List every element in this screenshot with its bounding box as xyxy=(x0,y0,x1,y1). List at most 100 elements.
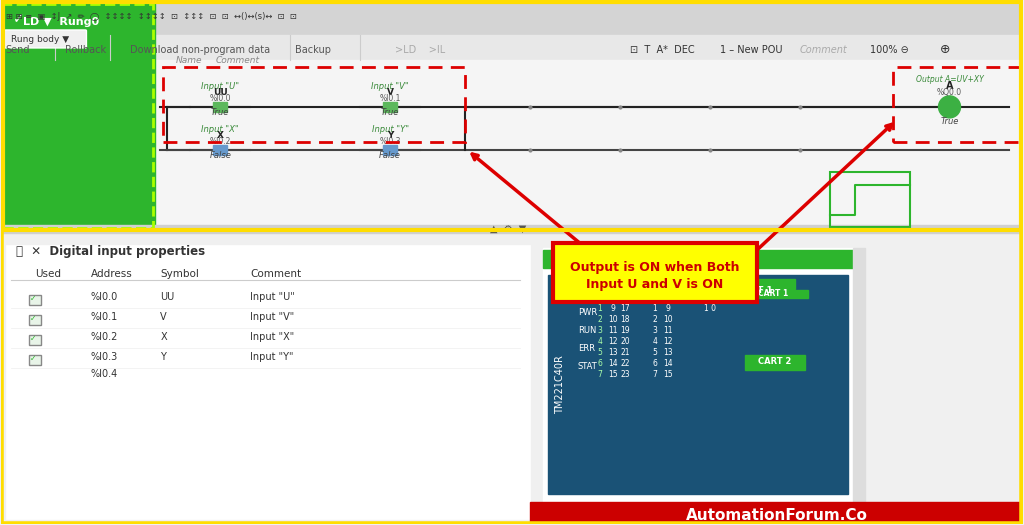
Text: 100% ⊖: 100% ⊖ xyxy=(869,45,908,55)
Text: Download non-program data: Download non-program data xyxy=(130,45,270,55)
Bar xyxy=(29,334,41,344)
Text: 0 0: 0 0 xyxy=(703,292,716,302)
Text: A: A xyxy=(946,81,953,91)
Bar xyxy=(1,225,1023,233)
Text: ▲  ⚙  ▼: ▲ ⚙ ▼ xyxy=(490,224,526,234)
Text: ✓: ✓ xyxy=(30,333,36,343)
Text: 1 – New POU: 1 – New POU xyxy=(720,45,782,55)
Text: 2: 2 xyxy=(652,314,657,323)
Text: 18: 18 xyxy=(621,314,630,323)
Text: %I0.2: %I0.2 xyxy=(90,332,118,342)
Text: False: False xyxy=(379,151,401,160)
Text: 3: 3 xyxy=(597,326,602,334)
Text: %I0.0: %I0.0 xyxy=(90,292,118,302)
Text: Rollback: Rollback xyxy=(66,45,106,55)
Text: UU: UU xyxy=(161,292,175,302)
Text: OUT: OUT xyxy=(657,286,679,295)
Text: Input "X": Input "X" xyxy=(202,125,240,134)
Text: 9: 9 xyxy=(666,303,671,313)
Bar xyxy=(213,102,227,112)
Bar xyxy=(383,102,397,112)
Text: 12: 12 xyxy=(608,337,617,345)
Bar xyxy=(29,354,41,364)
Text: 20: 20 xyxy=(621,337,630,345)
Circle shape xyxy=(939,96,961,118)
Bar xyxy=(1,230,1023,524)
Text: 14: 14 xyxy=(663,359,673,368)
Text: 7: 7 xyxy=(652,370,657,379)
Text: V: V xyxy=(161,312,167,322)
Text: Comment: Comment xyxy=(215,56,259,65)
Bar xyxy=(543,250,853,268)
Text: CART 1: CART 1 xyxy=(737,286,773,295)
Text: 🔒  ✕  Digital input properties: 🔒 ✕ Digital input properties xyxy=(15,245,205,258)
Text: V: V xyxy=(387,88,393,97)
Text: 5: 5 xyxy=(652,348,657,356)
Text: 6: 6 xyxy=(652,359,657,368)
Bar xyxy=(1,60,1023,230)
Text: TM221C40R: TM221C40R xyxy=(555,355,565,414)
Text: X: X xyxy=(217,131,224,140)
Text: ✓: ✓ xyxy=(30,293,36,303)
Text: 1: 1 xyxy=(598,303,602,313)
Text: 1 0: 1 0 xyxy=(703,303,716,313)
Text: UU: UU xyxy=(213,88,227,97)
Text: 4: 4 xyxy=(597,337,602,345)
Text: PWR: PWR xyxy=(578,308,597,317)
Text: True: True xyxy=(211,108,229,117)
Text: 2: 2 xyxy=(598,314,602,323)
Text: True: True xyxy=(940,117,958,126)
Text: ⊕: ⊕ xyxy=(940,43,950,56)
Text: Input "U": Input "U" xyxy=(250,292,295,302)
Text: 12: 12 xyxy=(664,337,673,345)
Text: AutomationForum.Co: AutomationForum.Co xyxy=(686,508,867,523)
Bar xyxy=(548,275,848,495)
Text: %I0.4: %I0.4 xyxy=(90,369,118,379)
Text: Input U and V is ON: Input U and V is ON xyxy=(586,278,724,291)
Text: Input "X": Input "X" xyxy=(250,332,295,342)
Text: X: X xyxy=(161,332,167,342)
Bar xyxy=(2,4,154,228)
Text: ✓: ✓ xyxy=(12,12,25,26)
Text: 1: 1 xyxy=(652,303,657,313)
Text: 0: 0 xyxy=(652,292,657,302)
Text: 15: 15 xyxy=(608,370,617,379)
Text: RUN: RUN xyxy=(578,326,596,334)
Bar xyxy=(164,67,465,142)
Text: 8: 8 xyxy=(666,292,670,302)
Text: 15: 15 xyxy=(663,370,673,379)
Bar xyxy=(737,290,808,298)
Bar xyxy=(1,0,1023,35)
Text: ✓: ✓ xyxy=(30,354,36,363)
Bar xyxy=(829,172,909,227)
Text: ANA: ANA xyxy=(703,286,726,295)
Text: IN: IN xyxy=(606,286,617,295)
Bar xyxy=(853,248,864,502)
Text: Address: Address xyxy=(90,269,132,279)
Bar xyxy=(2,2,1022,230)
Bar xyxy=(739,279,795,289)
Text: >LD    >IL: >LD >IL xyxy=(395,45,445,55)
Text: Input "Y": Input "Y" xyxy=(250,352,294,362)
Bar xyxy=(530,502,1023,524)
Text: 5: 5 xyxy=(597,348,602,356)
Text: 10: 10 xyxy=(608,314,617,323)
Text: %I0.1: %I0.1 xyxy=(380,94,400,103)
Text: ERR: ERR xyxy=(578,344,595,353)
Text: STAT: STAT xyxy=(578,362,598,371)
Text: 11: 11 xyxy=(664,326,673,334)
Bar xyxy=(5,245,530,519)
Bar xyxy=(893,67,1021,142)
Text: Rung body ▼: Rung body ▼ xyxy=(10,35,69,44)
Bar xyxy=(29,295,41,304)
Bar xyxy=(1,35,1023,60)
Text: ⊡  T  A*  DEC: ⊡ T A* DEC xyxy=(630,45,694,55)
Text: Output is ON when Both: Output is ON when Both xyxy=(570,261,739,274)
Bar xyxy=(213,145,227,155)
Text: LD ▼  Rung0: LD ▼ Rung0 xyxy=(23,17,98,27)
Text: ⊞ ⊞ ≡  ▣  ↕J  ↗  ✏  ◯  ↕↕↕↕  ↕↕↕↕  ⊡  ↕↕↕  ⊡  ⊡  ↔()↔(s)↔  ⊡  ⊡: ⊞ ⊞ ≡ ▣ ↕J ↗ ✏ ◯ ↕↕↕↕ ↕↕↕↕ ⊡ ↕↕↕ ⊡ ⊡ ↔()… xyxy=(5,12,296,21)
Text: 14: 14 xyxy=(608,359,617,368)
Text: Used: Used xyxy=(36,269,61,279)
Bar xyxy=(29,314,41,324)
Text: %I0.3: %I0.3 xyxy=(379,137,400,146)
